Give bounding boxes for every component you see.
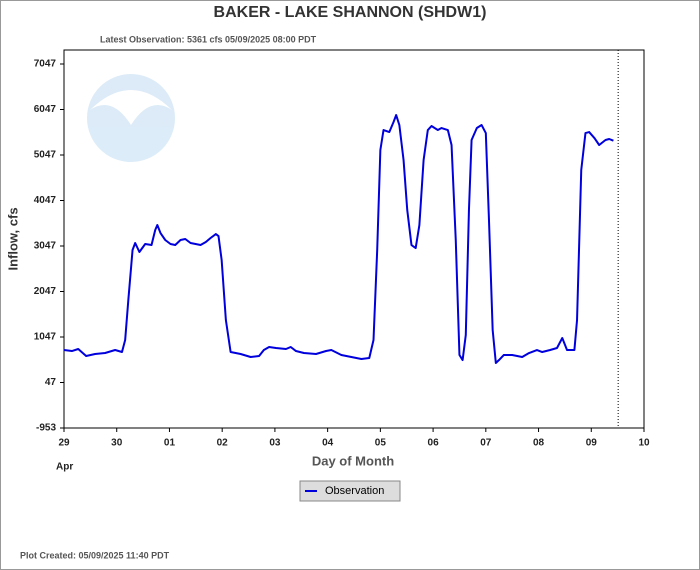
x-tick-label: 04 [322, 438, 334, 449]
x-axis-label: Day of Month [312, 453, 394, 468]
data-line [63, 114, 614, 365]
plot-area [63, 49, 645, 429]
legend-label: Observation [325, 485, 384, 497]
subtitle: Latest Observation: 5361 cfs 05/09/2025 … [100, 34, 317, 44]
x-tick-label: 09 [586, 438, 598, 449]
x-tick-label: 07 [480, 438, 492, 449]
x-tick-label: 01 [164, 438, 176, 449]
legend-box [299, 480, 401, 502]
y-tick-label: 1047 [34, 332, 57, 343]
y-tick-label: 47 [45, 377, 57, 388]
x-tick-label: 30 [111, 438, 123, 449]
logo [87, 74, 175, 162]
y-tick-label: 7047 [34, 59, 57, 70]
y-tick-label: 3047 [34, 241, 57, 252]
y-axis-label: Inflow, cfs [5, 207, 20, 270]
chart-title: BAKER - LAKE SHANNON (SHDW1) [214, 4, 487, 21]
x-tick-label: 05 [375, 438, 387, 449]
x-tick-label: 29 [58, 438, 70, 449]
footer: Plot Created: 05/09/2025 11:40 PDT [20, 550, 170, 560]
x-tick-label: 02 [217, 438, 229, 449]
y-tick-label: 5047 [34, 150, 57, 161]
x-tick-label: 03 [269, 438, 281, 449]
x-sublabel: Apr [56, 462, 73, 473]
y-tick-label: 4047 [34, 195, 57, 206]
y-tick-label: 2047 [34, 286, 57, 297]
legend: Observation [299, 480, 401, 502]
x-tick-label: 10 [638, 438, 650, 449]
x-tick-label: 08 [533, 438, 545, 449]
x-tick-label: 06 [428, 438, 440, 449]
y-tick-label: -953 [36, 423, 56, 434]
y-tick-label: 6047 [34, 104, 57, 115]
